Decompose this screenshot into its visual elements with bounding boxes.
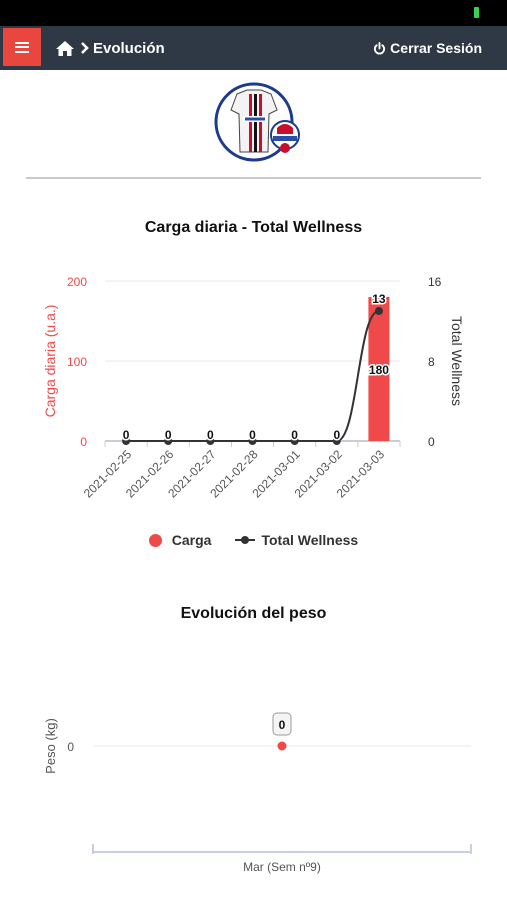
club-logo [213,80,313,168]
top-navbar: Evolución Cerrar Sesión [0,26,507,70]
legend-label-carga: Carga [171,532,212,548]
hamburger-icon [15,41,29,53]
power-icon [374,41,386,54]
bar-data-label: 0 [291,428,298,442]
chevron-right-icon [80,42,89,54]
line-data-label: 13 [372,292,386,306]
chart-title-peso: Evolución del peso [180,605,327,622]
legend-label-wellness: Total Wellness [261,532,359,548]
breadcrumb: Evolución [55,26,165,70]
chart-title-carga: Carga diaria - Total Wellness [144,219,363,236]
y-tick-label: 0 [80,435,87,449]
y2-tick-label: 8 [428,355,435,369]
bar-data-label: 180 [369,363,389,377]
legend-dot-icon [148,533,162,547]
logout-button[interactable]: Cerrar Sesión [373,26,482,70]
bar-data-label: 0 [333,428,340,442]
battery-icon [474,7,479,18]
bar-carga[interactable] [368,297,390,441]
y2-tick-label: 0 [428,435,435,449]
bar-data-label: 0 [123,428,130,442]
carga-wellness-chart: 0 100 200 0 8 16 Carga diaria (u.a.) Total Well… [42,275,465,501]
legend-line-icon [235,536,256,544]
y-tick-label: 200 [67,275,87,289]
bar-data-label: 0 [207,428,214,442]
menu-button[interactable] [3,28,41,66]
status-bar [0,0,507,26]
divider [26,177,481,179]
page-title: Evolución [93,39,165,57]
bar-data-label: 0 [249,428,256,442]
chart-legend: Carga Total Wellness [0,532,507,548]
peso-label-box [272,712,292,736]
wellness-line [126,310,380,442]
wellness-point[interactable] [206,437,215,445]
wellness-point[interactable] [290,437,299,445]
wellness-point[interactable] [164,437,173,445]
y-tick-label: 100 [67,355,87,369]
wellness-point[interactable] [248,437,257,445]
y2-axis-label: Total Wellness [449,316,465,406]
peso-chart: 0 Peso (kg) 0 Mar (Sem nº9) [43,712,472,874]
y2-tick-label: 16 [428,275,442,289]
wellness-point[interactable] [332,437,341,445]
wellness-point[interactable] [122,437,131,445]
y-axis-label: Carga diaria (u.a.) [42,305,58,418]
legend-item-wellness[interactable]: Total Wellness [235,532,358,548]
y-axis-label: Peso (kg) [43,718,58,774]
home-icon[interactable] [55,40,75,57]
peso-point[interactable] [277,741,287,751]
peso-data-label: 0 [279,718,286,732]
y-tick-label: 0 [67,740,74,754]
logout-label: Cerrar Sesión [390,40,482,56]
wellness-point[interactable] [374,307,383,315]
x-tick-label: Mar (Sem nº9) [243,860,321,874]
legend-item-carga[interactable]: Carga [148,532,212,548]
bar-data-label: 0 [165,428,172,442]
